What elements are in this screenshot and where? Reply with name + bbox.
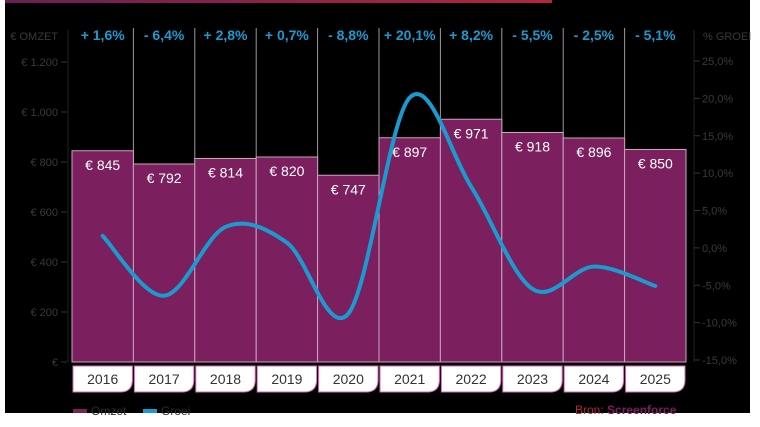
bar-value-label: € 820 [269, 163, 304, 179]
top-accent-line [5, 0, 552, 3]
growth-label: + 2,8% [204, 27, 249, 43]
source-credit: Bron: Screenforce [575, 403, 676, 417]
source-prefix: Bron: [575, 403, 604, 417]
bar-2023 [501, 132, 564, 363]
right-tick-label: -15,0% [702, 355, 737, 367]
bar-2017 [132, 163, 196, 363]
growth-label: - 6,4% [144, 27, 185, 43]
year-label: 2025 [640, 371, 671, 387]
growth-label: - 2,5% [574, 27, 615, 43]
year-label: 2016 [87, 371, 118, 387]
growth-line [100, 92, 658, 320]
left-tick-label: € 200 [30, 307, 58, 319]
right-tick-label: 20,0% [702, 93, 733, 105]
bar-value-label: € 897 [392, 144, 427, 160]
legend-swatch-omzet [73, 409, 87, 413]
legend-label-groei: Groei [161, 404, 191, 418]
bar-2016 [71, 150, 134, 363]
growth-label: + 20,1% [384, 27, 436, 43]
bar-value-label: € 845 [85, 157, 120, 173]
year-label-box [563, 365, 625, 393]
source-name: Screenforce [607, 403, 677, 417]
left-tick-label: € 800 [30, 157, 58, 169]
right-axis-title: % GROEI [703, 31, 751, 43]
bar-value-label: € 850 [638, 156, 673, 172]
bar-value-label: € 747 [331, 181, 366, 197]
year-label: 2021 [394, 371, 425, 387]
right-tick-label: 10,0% [702, 168, 733, 180]
year-label-box [133, 365, 195, 393]
growth-label: - 8,8% [328, 27, 369, 43]
legend-omzet: Omzet [73, 404, 126, 418]
right-tick-label: 0,0% [702, 243, 727, 255]
bar-2019 [255, 156, 319, 363]
year-label-box [318, 365, 379, 393]
bar-value-label: € 896 [576, 144, 611, 160]
year-label: 2018 [210, 371, 241, 387]
right-tick-label: -5,0% [702, 280, 731, 292]
year-label: 2022 [456, 371, 487, 387]
growth-label: - 5,5% [512, 27, 553, 43]
legend-label-omzet: Omzet [91, 404, 127, 418]
year-label-box [440, 365, 502, 393]
left-axis-title: € OMZET [10, 31, 58, 43]
left-tick-label: € 1.200 [21, 57, 58, 69]
bar-value-label: € 814 [208, 165, 243, 181]
bar-2018 [194, 158, 257, 363]
year-label-box [256, 365, 318, 393]
right-tick-label: 5,0% [702, 206, 727, 218]
right-tick-label: 25,0% [702, 56, 733, 68]
left-tick-label: € [52, 357, 58, 369]
legend-swatch-groei [143, 409, 157, 413]
bar-value-label: € 971 [454, 125, 489, 141]
left-tick-label: € 400 [30, 257, 58, 269]
year-label-box [502, 365, 563, 393]
growth-label: + 1,6% [81, 27, 126, 43]
year-label-box [72, 365, 133, 393]
growth-label: + 8,2% [449, 27, 494, 43]
bar-value-label: € 792 [147, 170, 182, 186]
right-tick-label: -10,0% [702, 318, 737, 330]
bar-value-label: € 918 [515, 139, 550, 155]
year-label-box [625, 365, 686, 393]
bar-2020 [317, 174, 380, 363]
growth-label: + 0,7% [265, 27, 310, 43]
left-tick-label: € 1.000 [21, 107, 58, 119]
left-tick-label: € 600 [30, 207, 58, 219]
bar-2025 [624, 149, 687, 363]
year-label: 2023 [517, 371, 548, 387]
year-label-box [195, 365, 256, 393]
year-label: 2024 [578, 371, 609, 387]
year-label: 2019 [271, 371, 302, 387]
bar-2021 [378, 137, 441, 363]
year-label: 2017 [149, 371, 180, 387]
bar-2024 [562, 137, 626, 363]
legend-groei: Groei [143, 404, 190, 418]
bar-2022 [439, 118, 503, 363]
growth-label: - 5,1% [635, 27, 676, 43]
right-tick-label: 15,0% [702, 131, 733, 143]
year-label: 2020 [333, 371, 364, 387]
year-label-box [379, 365, 440, 393]
